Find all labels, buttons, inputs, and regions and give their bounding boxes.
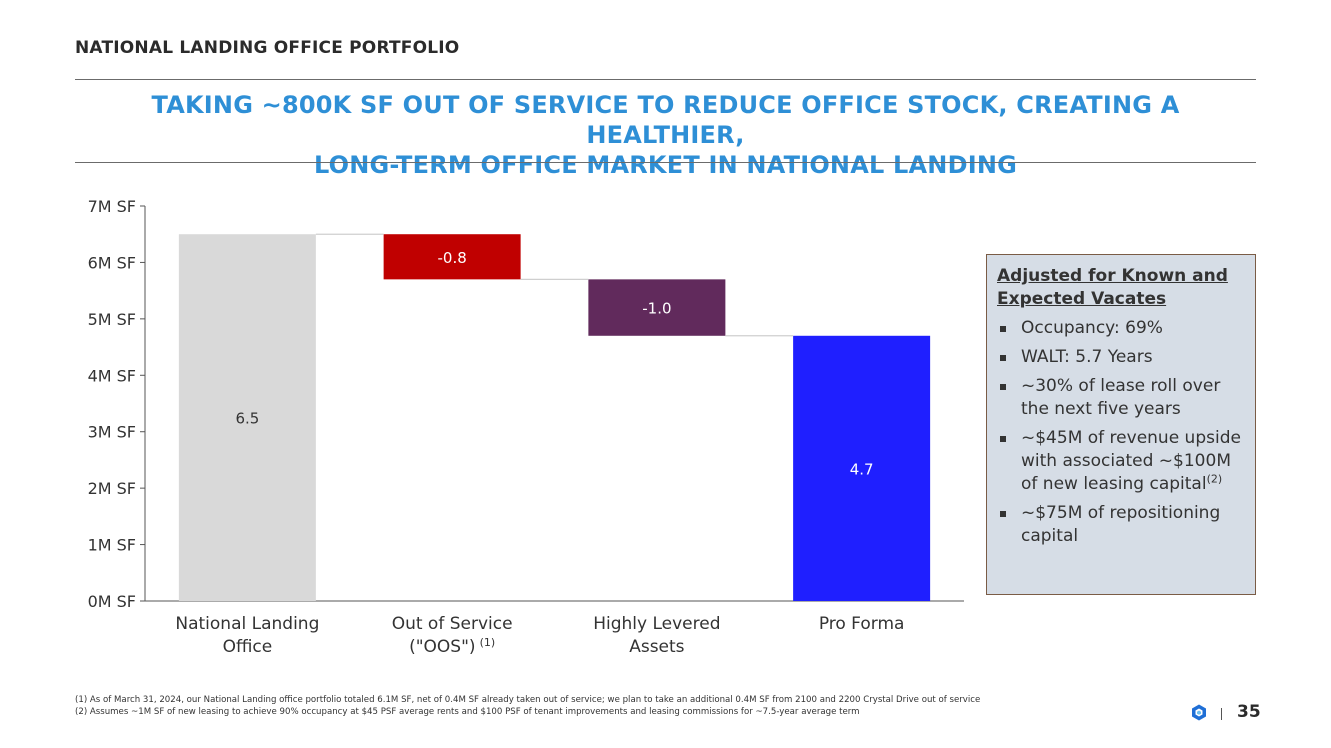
section-title: NATIONAL LANDING OFFICE PORTFOLIO — [75, 38, 460, 58]
callout-bullet-item: ~$75M of repositioning capital — [997, 502, 1245, 548]
callout-bullet-item: ~$45M of revenue upside with associated … — [997, 427, 1245, 496]
waterfall-chart: 0M SF 1M SF 2M SF 3M SF 4M SF 5M SF 6M SF 7M SF… — [88, 197, 964, 657]
bar — [588, 279, 726, 336]
callout-bullet-item: ~30% of lease roll over the next five ye… — [997, 375, 1245, 421]
callout-bullet-list: Occupancy: 69% WALT: 5.7 Years ~30% of lea… — [997, 317, 1245, 548]
bullet-square-icon — [1000, 511, 1006, 517]
bullet-square-icon — [1000, 355, 1006, 361]
page-number-separator — [1221, 708, 1222, 720]
headline-line-2: LONG-TERM OFFICE MARKET IN NATIONAL LAND… — [313, 151, 1018, 179]
y-tick-label: 0M SF — [88, 592, 136, 611]
y-tick-label: 3M SF — [88, 423, 136, 442]
callout-title-line-1: Adjusted for Known and — [997, 266, 1228, 286]
company-logo-icon — [1192, 704, 1206, 721]
footnotes: (1) As of March 31, 2024, our National L… — [75, 694, 980, 718]
category-label: Out of Service — [392, 614, 513, 634]
callout-bullet-text: WALT: 5.7 Years — [1021, 347, 1153, 367]
bar — [383, 234, 521, 280]
callout-title-line-2: Expected Vacates — [997, 289, 1167, 309]
bullet-square-icon — [1000, 384, 1006, 390]
footnote-reference: (2) — [1206, 472, 1223, 486]
headline-line-1: TAKING ~800K SF OUT OF SERVICE TO REDUCE… — [151, 91, 1180, 149]
bar — [793, 335, 931, 601]
bar-value-label: 4.7 — [850, 460, 874, 478]
category-label: National Landing — [175, 614, 319, 634]
callout-bullet-item: Occupancy: 69% — [997, 317, 1245, 340]
footnote-2: (2) Assumes ~1M SF of new leasing to ach… — [75, 707, 860, 717]
callout-bullet-text: Occupancy: 69% — [1021, 318, 1163, 338]
bar-value-label: 6.5 — [235, 410, 259, 428]
callout-bullet-text: ~$75M of repositioning capital — [1021, 503, 1221, 546]
callout-bullet-text: ~$45M of revenue upside with associated … — [1021, 428, 1241, 494]
y-tick-label: 2M SF — [88, 479, 136, 498]
y-tick-label: 6M SF — [88, 253, 136, 272]
category-label-line-2: ("OOS") (1) — [409, 636, 495, 657]
bar — [178, 234, 316, 601]
y-tick-label: 5M SF — [88, 310, 136, 329]
category-label: Highly Levered — [593, 614, 720, 634]
category-label-line-2: Assets — [629, 637, 684, 657]
y-tick-label: 1M SF — [88, 536, 136, 555]
footnote-reference: (1) — [480, 636, 496, 649]
callout-bullet-text: ~30% of lease roll over the next five ye… — [1021, 376, 1221, 419]
y-tick-label: 7M SF — [88, 197, 136, 216]
bullet-square-icon — [1000, 326, 1006, 332]
category-label-line-2: Office — [223, 637, 273, 657]
page-number: 35 — [1237, 702, 1261, 722]
callout-title: Adjusted for Known and Expected Vacates — [997, 265, 1245, 311]
bullet-square-icon — [1000, 436, 1006, 442]
footnote-1: (1) As of March 31, 2024, our National L… — [75, 695, 981, 705]
page-headline: TAKING ~800K SF OUT OF SERVICE TO REDUCE… — [75, 90, 1256, 180]
bar-value-label: -0.8 — [437, 249, 466, 267]
headline-divider — [75, 162, 1256, 163]
vacates-callout-box: Adjusted for Known and Expected Vacates … — [986, 254, 1256, 595]
top-divider — [75, 79, 1256, 80]
bar-value-label: -1.0 — [642, 300, 671, 318]
y-tick-label: 4M SF — [88, 366, 136, 385]
category-label: Pro Forma — [819, 614, 905, 634]
callout-bullet-item: WALT: 5.7 Years — [997, 346, 1245, 369]
